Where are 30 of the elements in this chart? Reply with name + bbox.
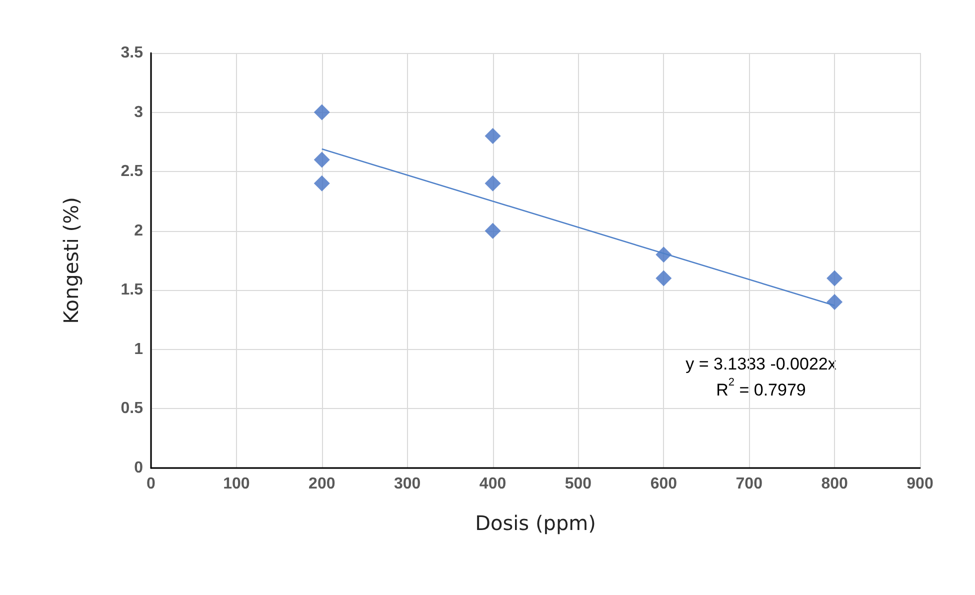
point [826,270,843,286]
y-tick-label: 1 [134,340,144,358]
y-tick-label: 2.5 [120,163,144,180]
y-tick-label: 0.5 [120,400,144,418]
y-tick-label: 1.5 [120,282,144,299]
point [314,152,330,168]
x-tick-label: 200 [308,476,336,492]
y-axis-title: Kongesti (%) [59,197,83,324]
x-tick-label: 100 [223,476,250,492]
x-tick-label: 900 [906,476,934,492]
x-tick-label: 400 [479,476,506,492]
point [314,175,330,192]
x-tick-label: 800 [821,476,848,492]
y-tick-label: 3 [134,104,144,121]
annotation: y = 3.1333 -0.0022x [686,354,837,374]
point [656,270,672,286]
point [484,128,501,144]
point [826,294,843,310]
y-tick-label: 3.5 [120,44,144,62]
y-tick-label: 2 [134,222,144,240]
x-tick-label: 500 [564,476,592,492]
x-tick-label: 300 [394,476,421,492]
point [484,175,501,192]
x-axis-title: Dosis (ppm) [475,511,596,535]
point [484,222,501,239]
x-tick-label: 600 [650,476,678,492]
point [314,104,330,120]
x-tick-label: 700 [736,476,763,492]
x-tick-label: 0 [146,476,156,492]
y-tick-label: 0 [134,460,144,476]
